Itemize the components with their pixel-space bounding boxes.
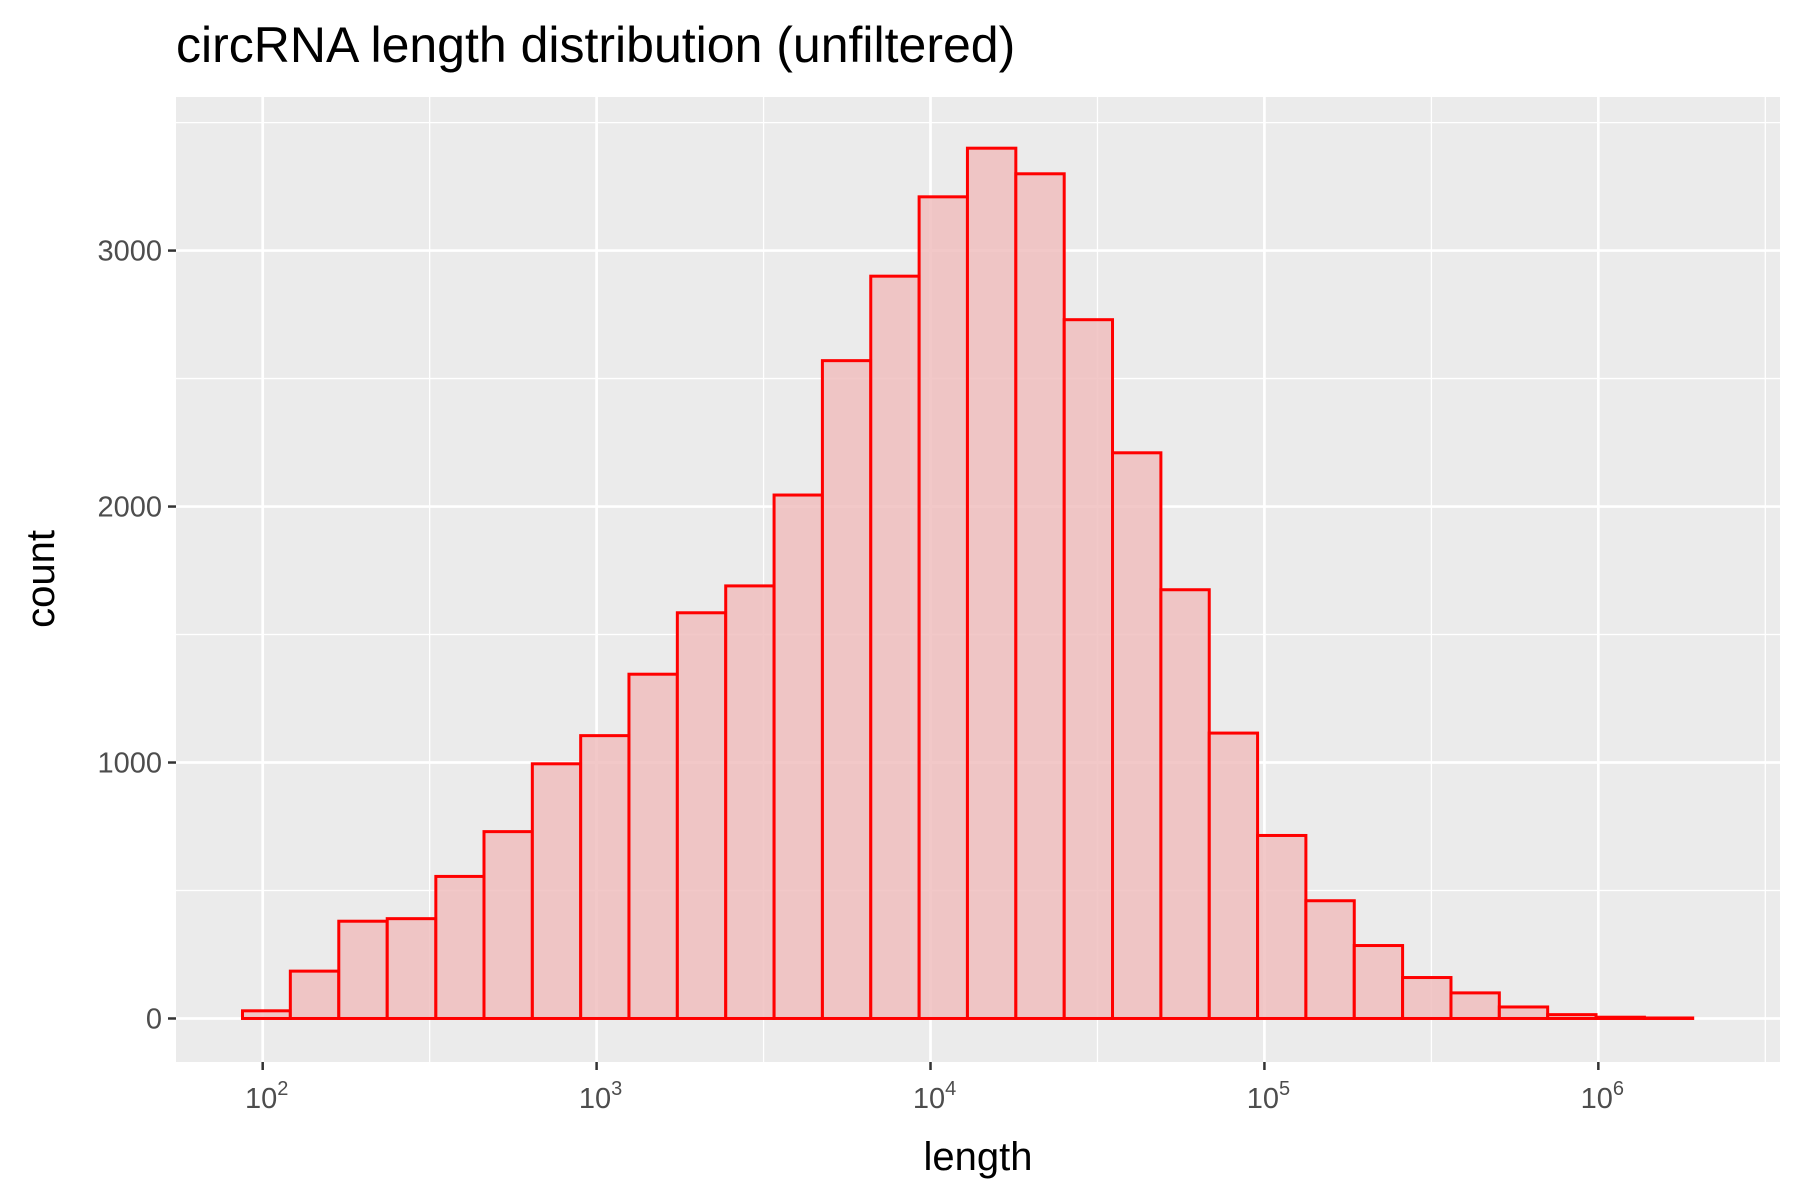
x-tick-label: 102 <box>245 1078 288 1115</box>
histogram-bar <box>772 493 824 1020</box>
x-tick-label-base: 10 <box>1247 1083 1279 1115</box>
histogram-bar <box>1256 833 1308 1020</box>
histogram-bar <box>1159 588 1211 1020</box>
histogram-bar <box>337 919 389 1020</box>
histogram-bar <box>1014 172 1066 1020</box>
histogram-bar <box>1594 1015 1646 1020</box>
x-axis: 102 103 104 105 106 <box>245 1062 1624 1115</box>
x-tick-label-exponent: 4 <box>945 1078 956 1100</box>
x-axis-title: length <box>924 1135 1033 1179</box>
y-tick-label: 3000 <box>97 236 162 268</box>
histogram-bar <box>724 584 776 1020</box>
histogram-bar <box>241 1009 292 1020</box>
x-tick-label: 104 <box>913 1078 956 1115</box>
histogram-bar <box>530 762 583 1020</box>
y-tick-label: 2000 <box>97 492 162 524</box>
x-tick-label: 105 <box>1247 1078 1290 1115</box>
y-axis: 0 1000 2000 3000 <box>97 236 176 1035</box>
histogram-bar <box>869 274 921 1020</box>
histogram-bar <box>434 874 486 1020</box>
x-tick-label-exponent: 6 <box>1613 1078 1624 1100</box>
histogram-bar <box>1111 451 1163 1020</box>
x-tick-label-base: 10 <box>913 1083 945 1115</box>
histogram-bar <box>1352 944 1405 1020</box>
histogram-bar <box>1497 1005 1550 1020</box>
histogram-bar <box>965 146 1018 1020</box>
histogram-bar <box>1449 991 1501 1020</box>
histogram-bar <box>1642 1016 1695 1020</box>
histogram-bar <box>675 611 728 1020</box>
x-tick-label-base: 10 <box>245 1083 277 1115</box>
x-tick-label-base: 10 <box>579 1083 611 1115</box>
histogram-bar <box>1546 1013 1598 1020</box>
histogram-bars <box>241 146 1695 1020</box>
histogram-bar <box>579 734 631 1020</box>
y-tick-label: 1000 <box>97 748 162 780</box>
x-tick-label: 103 <box>579 1078 622 1115</box>
histogram-bar <box>917 195 969 1020</box>
x-tick-label-base: 10 <box>1581 1083 1613 1115</box>
histogram-bar <box>627 672 679 1020</box>
x-tick-label: 106 <box>1581 1078 1624 1115</box>
histogram-bar <box>1062 318 1115 1020</box>
histogram-bar <box>1207 731 1260 1020</box>
chart-title: circRNA length distribution (unfiltered) <box>176 17 1015 73</box>
histogram-bar <box>288 969 341 1020</box>
histogram-bar <box>1304 899 1356 1020</box>
histogram-bar <box>482 830 534 1020</box>
histogram-bar <box>385 917 438 1020</box>
histogram-bar <box>1401 976 1453 1020</box>
histogram-bar <box>820 359 873 1020</box>
y-axis-title: count <box>19 530 63 628</box>
y-tick-label: 0 <box>146 1003 162 1035</box>
x-tick-label-exponent: 2 <box>277 1078 288 1100</box>
x-tick-label-exponent: 5 <box>1279 1078 1290 1100</box>
x-tick-label-exponent: 3 <box>611 1078 622 1100</box>
